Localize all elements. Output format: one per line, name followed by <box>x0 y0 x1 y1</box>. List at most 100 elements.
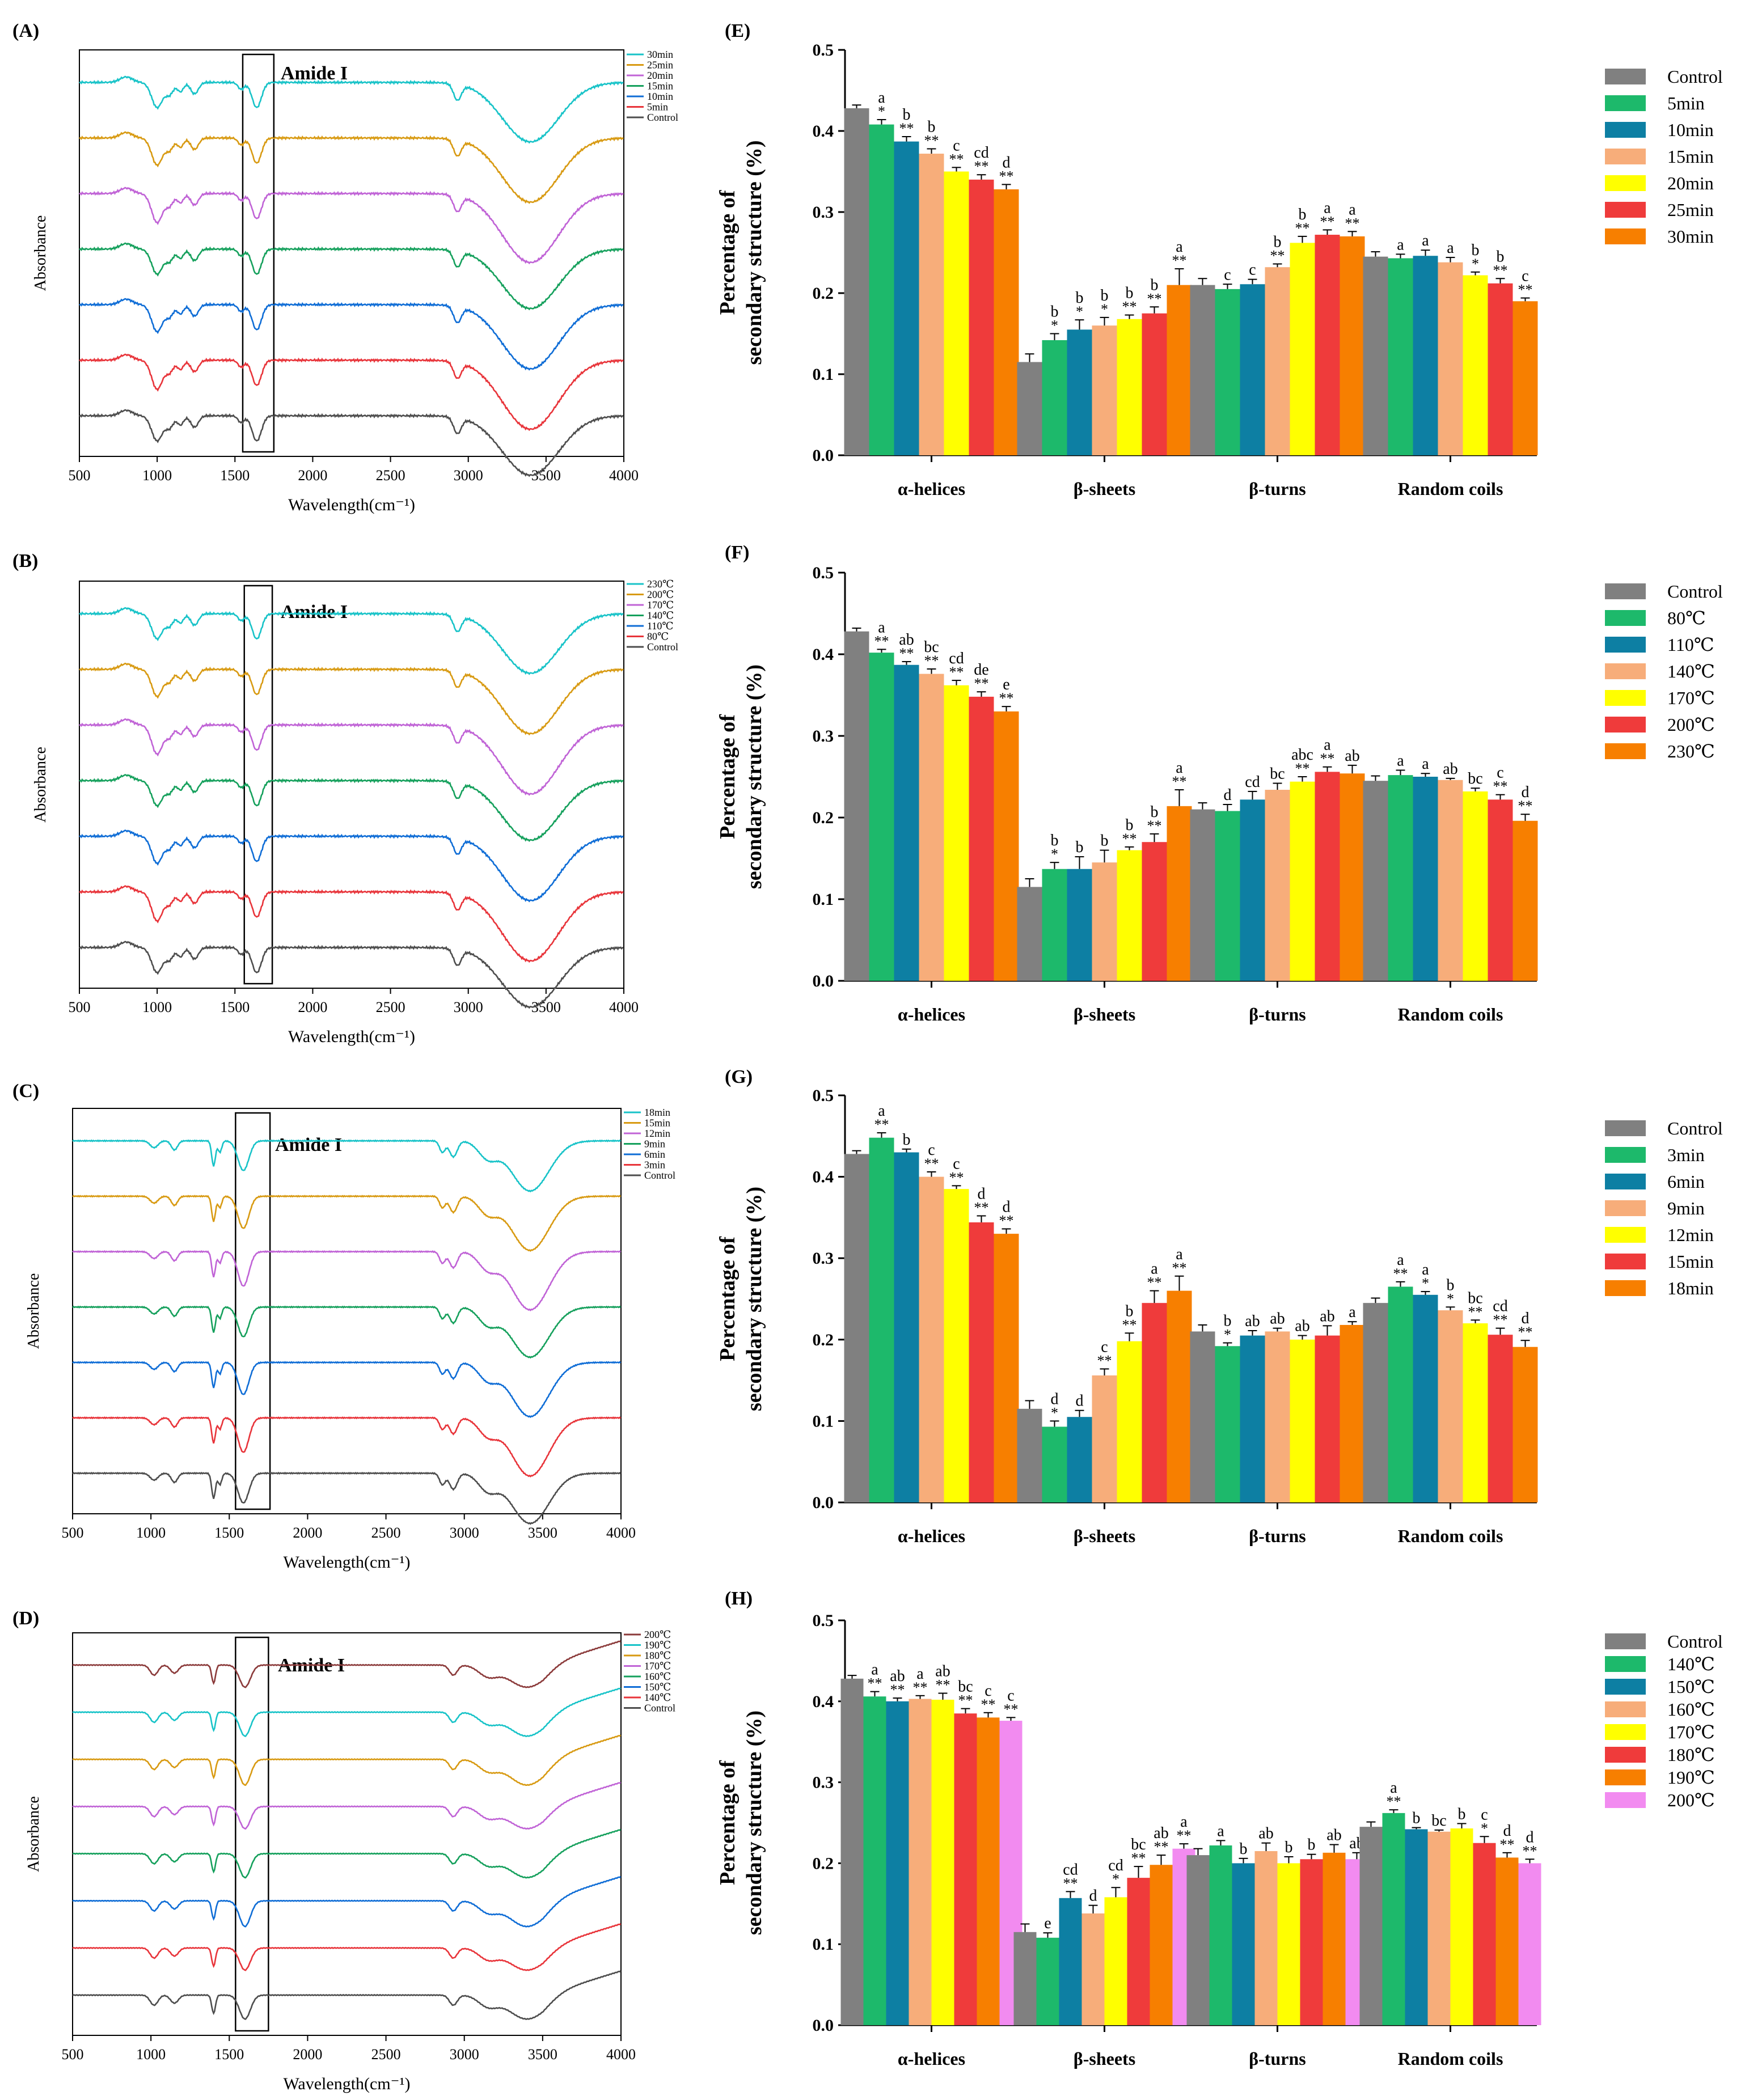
amide-i-box <box>235 1636 269 2032</box>
bar-Control <box>1190 285 1215 455</box>
spectrum-80℃ <box>79 885 624 963</box>
legend-swatch <box>1605 1633 1646 1649</box>
legend-entry: 10min <box>647 91 673 102</box>
significance-stars: ** <box>1493 1312 1508 1328</box>
significance-letter: cd <box>1493 1298 1507 1315</box>
bar-170℃ <box>944 685 969 981</box>
bar-5min <box>869 124 894 455</box>
bar-10min <box>894 141 919 456</box>
category-label: α-helices <box>898 1004 965 1024</box>
spectrum-200℃ <box>72 1640 622 1688</box>
spectrum-5min <box>79 353 624 431</box>
legend-entry: Control <box>1667 66 1723 87</box>
significance-stars: ** <box>1147 1275 1162 1291</box>
significance-stars: ** <box>890 1682 905 1698</box>
spectrum-160℃ <box>72 1828 622 1879</box>
bar-140℃ <box>1092 862 1117 981</box>
spectrum-10min <box>79 298 624 371</box>
legend-entry: Control <box>1667 1118 1723 1138</box>
legend-entry: 15min <box>1667 146 1714 167</box>
x-tick-label: 3500 <box>531 999 561 1015</box>
legend-swatch <box>1605 1724 1646 1740</box>
bar-12min <box>1117 1341 1142 1502</box>
spectrum-18min <box>72 1139 622 1193</box>
legend-swatch <box>1605 610 1646 626</box>
bar-Control <box>1363 1303 1388 1502</box>
significance-stars: * <box>1051 1404 1058 1421</box>
spectrum-20min <box>79 187 624 265</box>
significance-stars: * <box>1112 1871 1119 1887</box>
category-label: α-helices <box>898 2048 965 2069</box>
significance-stars: ** <box>1172 1260 1187 1276</box>
legend-swatch <box>1605 1147 1646 1163</box>
y-axis-label-line1: Percentage of <box>716 714 740 839</box>
legend-entry: 3min <box>644 1159 665 1171</box>
bar-140℃ <box>919 674 944 981</box>
significance-stars: ** <box>1493 262 1508 278</box>
legend-swatch <box>1605 1174 1646 1189</box>
bar-150℃ <box>886 1701 909 2025</box>
bar-25min <box>1488 283 1513 455</box>
significance-letter: b <box>1497 248 1505 265</box>
significance-stars: ** <box>1063 1875 1078 1891</box>
significance-stars: * <box>1447 1290 1454 1307</box>
significance-letter: ab <box>1345 747 1359 765</box>
bar-3min <box>1042 1426 1067 1502</box>
significance-stars: ** <box>1518 1324 1533 1340</box>
spectrum-15min <box>72 1195 622 1252</box>
significance-letter: a <box>871 1661 878 1679</box>
bar-200℃ <box>1315 772 1340 981</box>
spectrum-190℃ <box>72 1687 622 1737</box>
y-tick-label: 0.5 <box>813 1086 834 1105</box>
legend-entry: 160℃ <box>644 1671 671 1682</box>
bar-230℃ <box>1340 773 1365 981</box>
amide-i-label: Amide I <box>275 1134 342 1155</box>
y-axis-label-line2: secondary structure (%) <box>742 664 766 889</box>
significance-letter: d <box>1051 1390 1059 1408</box>
bar-30min <box>1167 285 1192 455</box>
y-axis-label-line2: secondary structure (%) <box>742 140 766 365</box>
significance-letter: b <box>1126 1302 1134 1320</box>
bar-Control <box>1363 256 1388 455</box>
significance-letter: b <box>1151 276 1159 294</box>
bar-10min <box>1413 256 1438 455</box>
y-tick-label: 0.2 <box>813 1331 834 1349</box>
significance-stars: ** <box>899 645 914 662</box>
legend-entry: 160℃ <box>1667 1699 1715 1720</box>
bar-170℃ <box>1117 850 1142 981</box>
x-axis-label: Wavelength(cm⁻¹) <box>284 1553 411 1572</box>
legend-entry: Control <box>644 1703 675 1714</box>
bar-160℃ <box>1081 1913 1105 2025</box>
significance-letter: cd <box>949 650 964 667</box>
significance-stars: ** <box>1147 290 1162 307</box>
y-tick-label: 0.3 <box>813 727 834 746</box>
legend-swatch <box>1605 1701 1646 1717</box>
bar-170℃ <box>1290 781 1315 981</box>
significance-stars: ** <box>1518 282 1533 298</box>
bar-80℃ <box>869 653 894 981</box>
significance-letter: d <box>1076 1392 1084 1410</box>
legend-entry: 230℃ <box>647 578 674 590</box>
bar-15min <box>1265 267 1290 455</box>
x-tick-label: 1000 <box>136 2046 166 2063</box>
significance-stars: ** <box>874 1116 889 1133</box>
panel-label: (A) <box>12 20 39 41</box>
significance-letter: cd <box>974 144 988 162</box>
bar-9min <box>1092 1375 1117 1502</box>
x-axis-label: Wavelength(cm⁻¹) <box>284 2074 411 2093</box>
significance-letter: e <box>1044 1915 1051 1932</box>
legend-entry: 30min <box>647 49 673 60</box>
bar-panel-0: (E) 0.0 0.1 0.2 0.3 0.4 0.5 Percentage of second… <box>716 20 1723 499</box>
bar-3min <box>1388 1286 1413 1502</box>
significance-letter: b <box>1285 1839 1293 1856</box>
significance-letter: abc <box>1291 746 1313 764</box>
x-tick-label: 500 <box>69 999 91 1015</box>
significance-stars: ** <box>974 158 989 175</box>
y-tick-label: 0.5 <box>813 564 834 582</box>
x-tick-label: 500 <box>62 2046 84 2063</box>
bar-15min <box>1438 262 1463 455</box>
significance-stars: ** <box>1172 773 1187 790</box>
